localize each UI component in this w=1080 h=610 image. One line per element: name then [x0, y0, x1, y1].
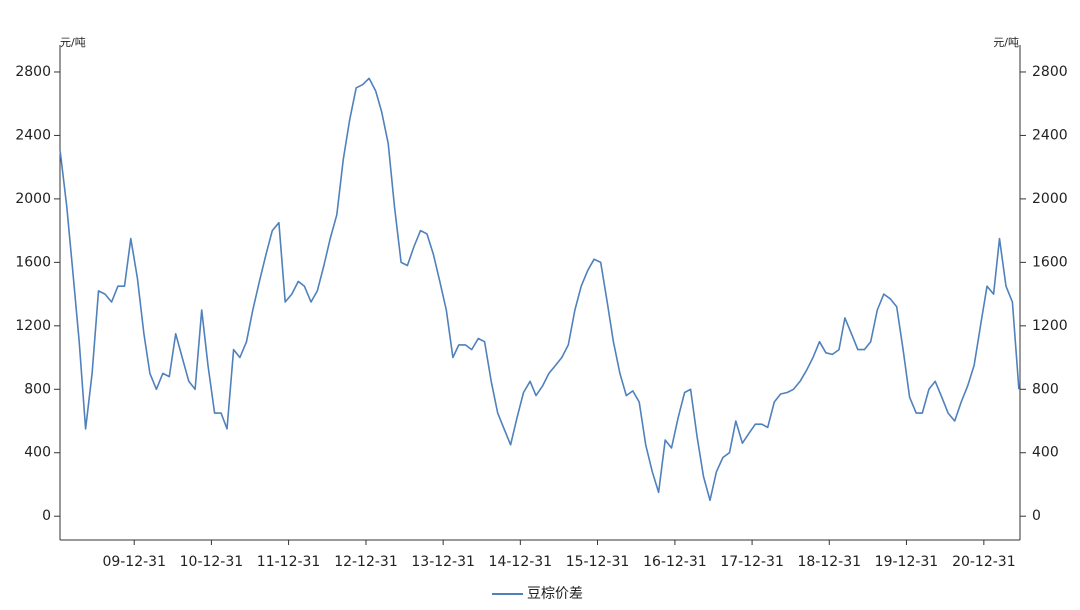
y2-tick-label: 2000 — [1032, 191, 1068, 207]
line-series — [59, 77, 1020, 502]
y-tick-label: 800 — [24, 381, 51, 397]
y-tick-label: 0 — [42, 508, 51, 524]
y-tick-label: 2400 — [15, 127, 51, 143]
y-tick-label: 2800 — [15, 64, 51, 80]
x-tick-label: 15-12-31 — [566, 554, 630, 570]
y2-tick-label: 2400 — [1032, 127, 1068, 143]
x-tick-label: 16-12-31 — [643, 554, 707, 570]
y-unit: 元/吨 — [60, 36, 86, 49]
x-tick-label: 12-12-31 — [334, 554, 398, 570]
y2-tick-label: 0 — [1032, 508, 1041, 524]
x-tick-label: 09-12-31 — [102, 554, 166, 570]
y-tick-label: 1600 — [15, 254, 51, 270]
x-tick-label: 20-12-31 — [952, 554, 1016, 570]
x-tick-label: 13-12-31 — [411, 554, 475, 570]
x-tick-label: 10-12-31 — [180, 554, 244, 570]
y2-tick-label: 400 — [1032, 445, 1059, 461]
x-tick-label: 19-12-31 — [875, 554, 939, 570]
y-tick-label: 1200 — [15, 318, 51, 334]
y2-tick-label: 2800 — [1032, 64, 1068, 80]
y2-tick-label: 800 — [1032, 381, 1059, 397]
y-tick-label: 2000 — [15, 191, 51, 207]
y2-tick-label: 1600 — [1032, 254, 1068, 270]
x-tick-label: 17-12-31 — [720, 554, 784, 570]
y2-unit: 元/吨 — [993, 36, 1019, 49]
y-tick-label: 400 — [24, 445, 51, 461]
x-tick-label: 11-12-31 — [257, 554, 321, 570]
legend-label: 豆棕价差 — [527, 586, 583, 602]
y2-tick-label: 1200 — [1032, 318, 1068, 334]
x-tick-label: 18-12-31 — [797, 554, 861, 570]
x-tick-label: 14-12-31 — [489, 554, 553, 570]
